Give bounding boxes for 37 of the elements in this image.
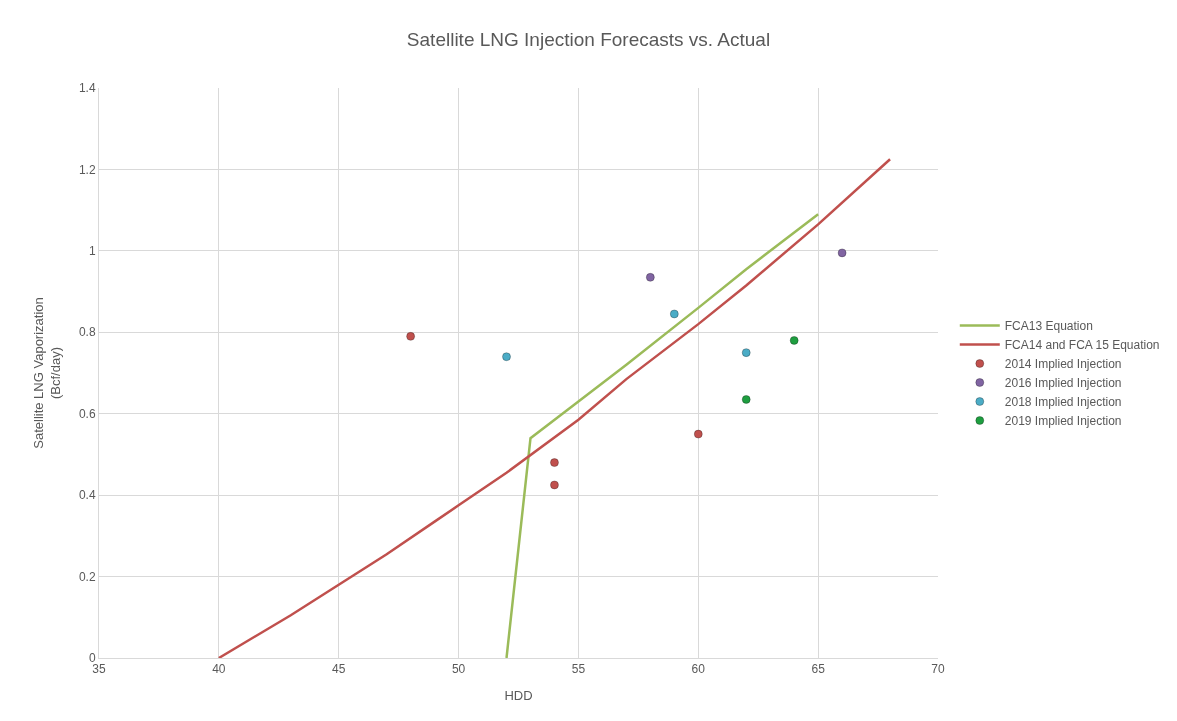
legend-label: FCA14 and FCA 15 Equation — [1004, 338, 1160, 353]
x-tick-label: 40 — [212, 662, 226, 677]
legend-label: 2016 Implied Injection — [1004, 376, 1122, 391]
y-tick-label: 1 — [88, 244, 96, 259]
y-tick-label: 0.2 — [78, 569, 96, 584]
y-tick-label: 0.8 — [78, 325, 96, 340]
point — [789, 336, 799, 345]
point — [741, 348, 751, 358]
y-tick-label: 0.6 — [78, 406, 96, 421]
legend-label: 2018 Implied Injection — [1004, 395, 1122, 410]
point — [550, 458, 559, 467]
point — [645, 272, 655, 282]
x-tick-label: 45 — [332, 662, 346, 677]
x-tick-label: 55 — [571, 662, 586, 677]
y-tick-label: 0.4 — [78, 488, 96, 503]
line-series — [505, 212, 820, 658]
x-axis-title: HDD — [504, 688, 533, 703]
x-tick-label: 70 — [931, 662, 945, 677]
line-series — [217, 158, 892, 658]
point — [669, 309, 679, 319]
x-tick-label: 65 — [811, 662, 826, 677]
y-tick-label: 1.2 — [78, 162, 96, 177]
x-tick-label: 35 — [92, 662, 106, 677]
point — [406, 331, 416, 341]
legend-label: FCA13 Equation — [1004, 319, 1093, 334]
y-tick-label: 1.4 — [78, 81, 96, 96]
legend-label: 2019 Implied Injection — [1004, 414, 1122, 429]
chart-title: Satellite LNG Injection Forecasts vs. Actual — [406, 28, 771, 50]
point — [837, 248, 847, 258]
x-tick-label: 50 — [451, 662, 466, 677]
point — [693, 429, 703, 439]
x-tick-label: 60 — [691, 662, 706, 677]
y-axis-title: Satellite LNG Vaporization (Bcf/day) — [30, 297, 63, 449]
point — [741, 395, 751, 404]
legend-label: 2014 Implied Injection — [1004, 357, 1122, 372]
point — [550, 480, 559, 490]
point — [502, 352, 511, 362]
